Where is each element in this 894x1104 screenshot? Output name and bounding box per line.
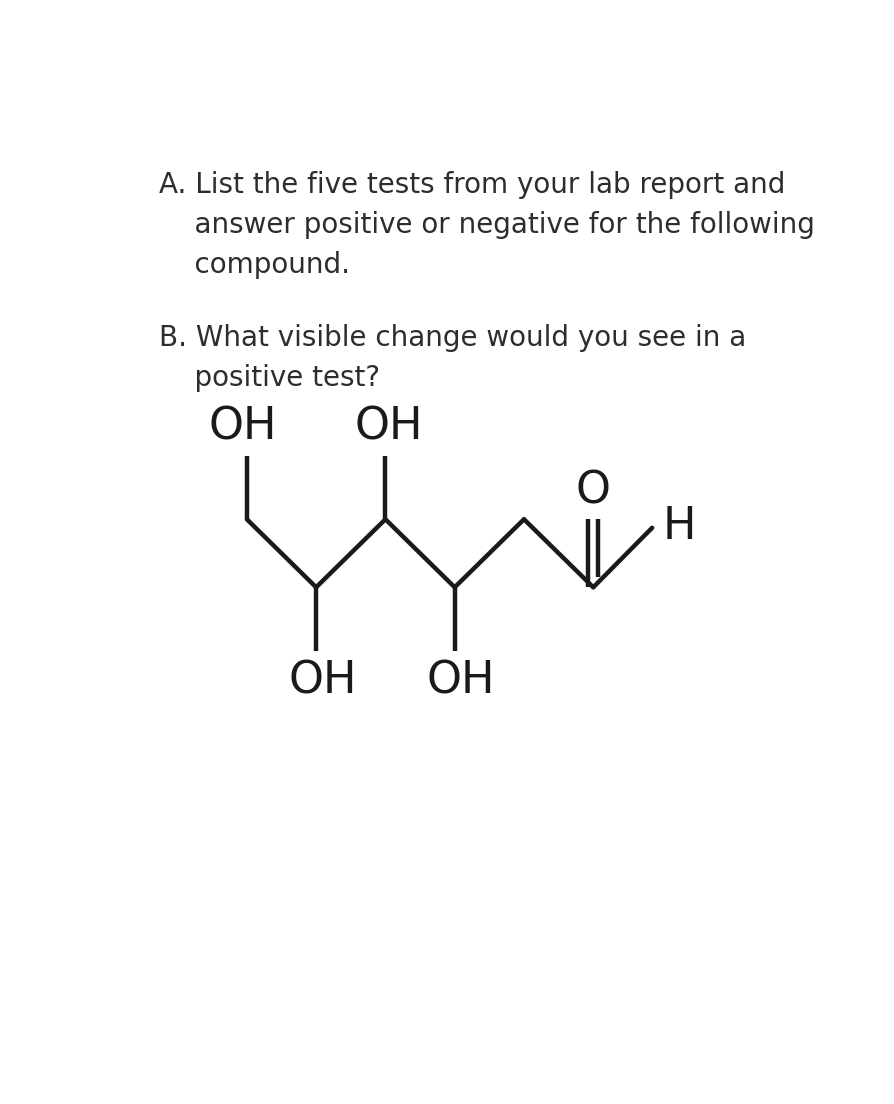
Text: OH: OH	[354, 405, 423, 448]
Text: B. What visible change would you see in a
    positive test?: B. What visible change would you see in …	[159, 323, 746, 392]
Text: H: H	[662, 505, 696, 548]
Text: OH: OH	[289, 659, 357, 702]
Text: A. List the five tests from your lab report and
    answer positive or negative : A. List the five tests from your lab rep…	[159, 171, 814, 279]
Text: O: O	[576, 469, 611, 512]
Text: OH: OH	[427, 659, 495, 702]
Text: OH: OH	[209, 405, 277, 448]
